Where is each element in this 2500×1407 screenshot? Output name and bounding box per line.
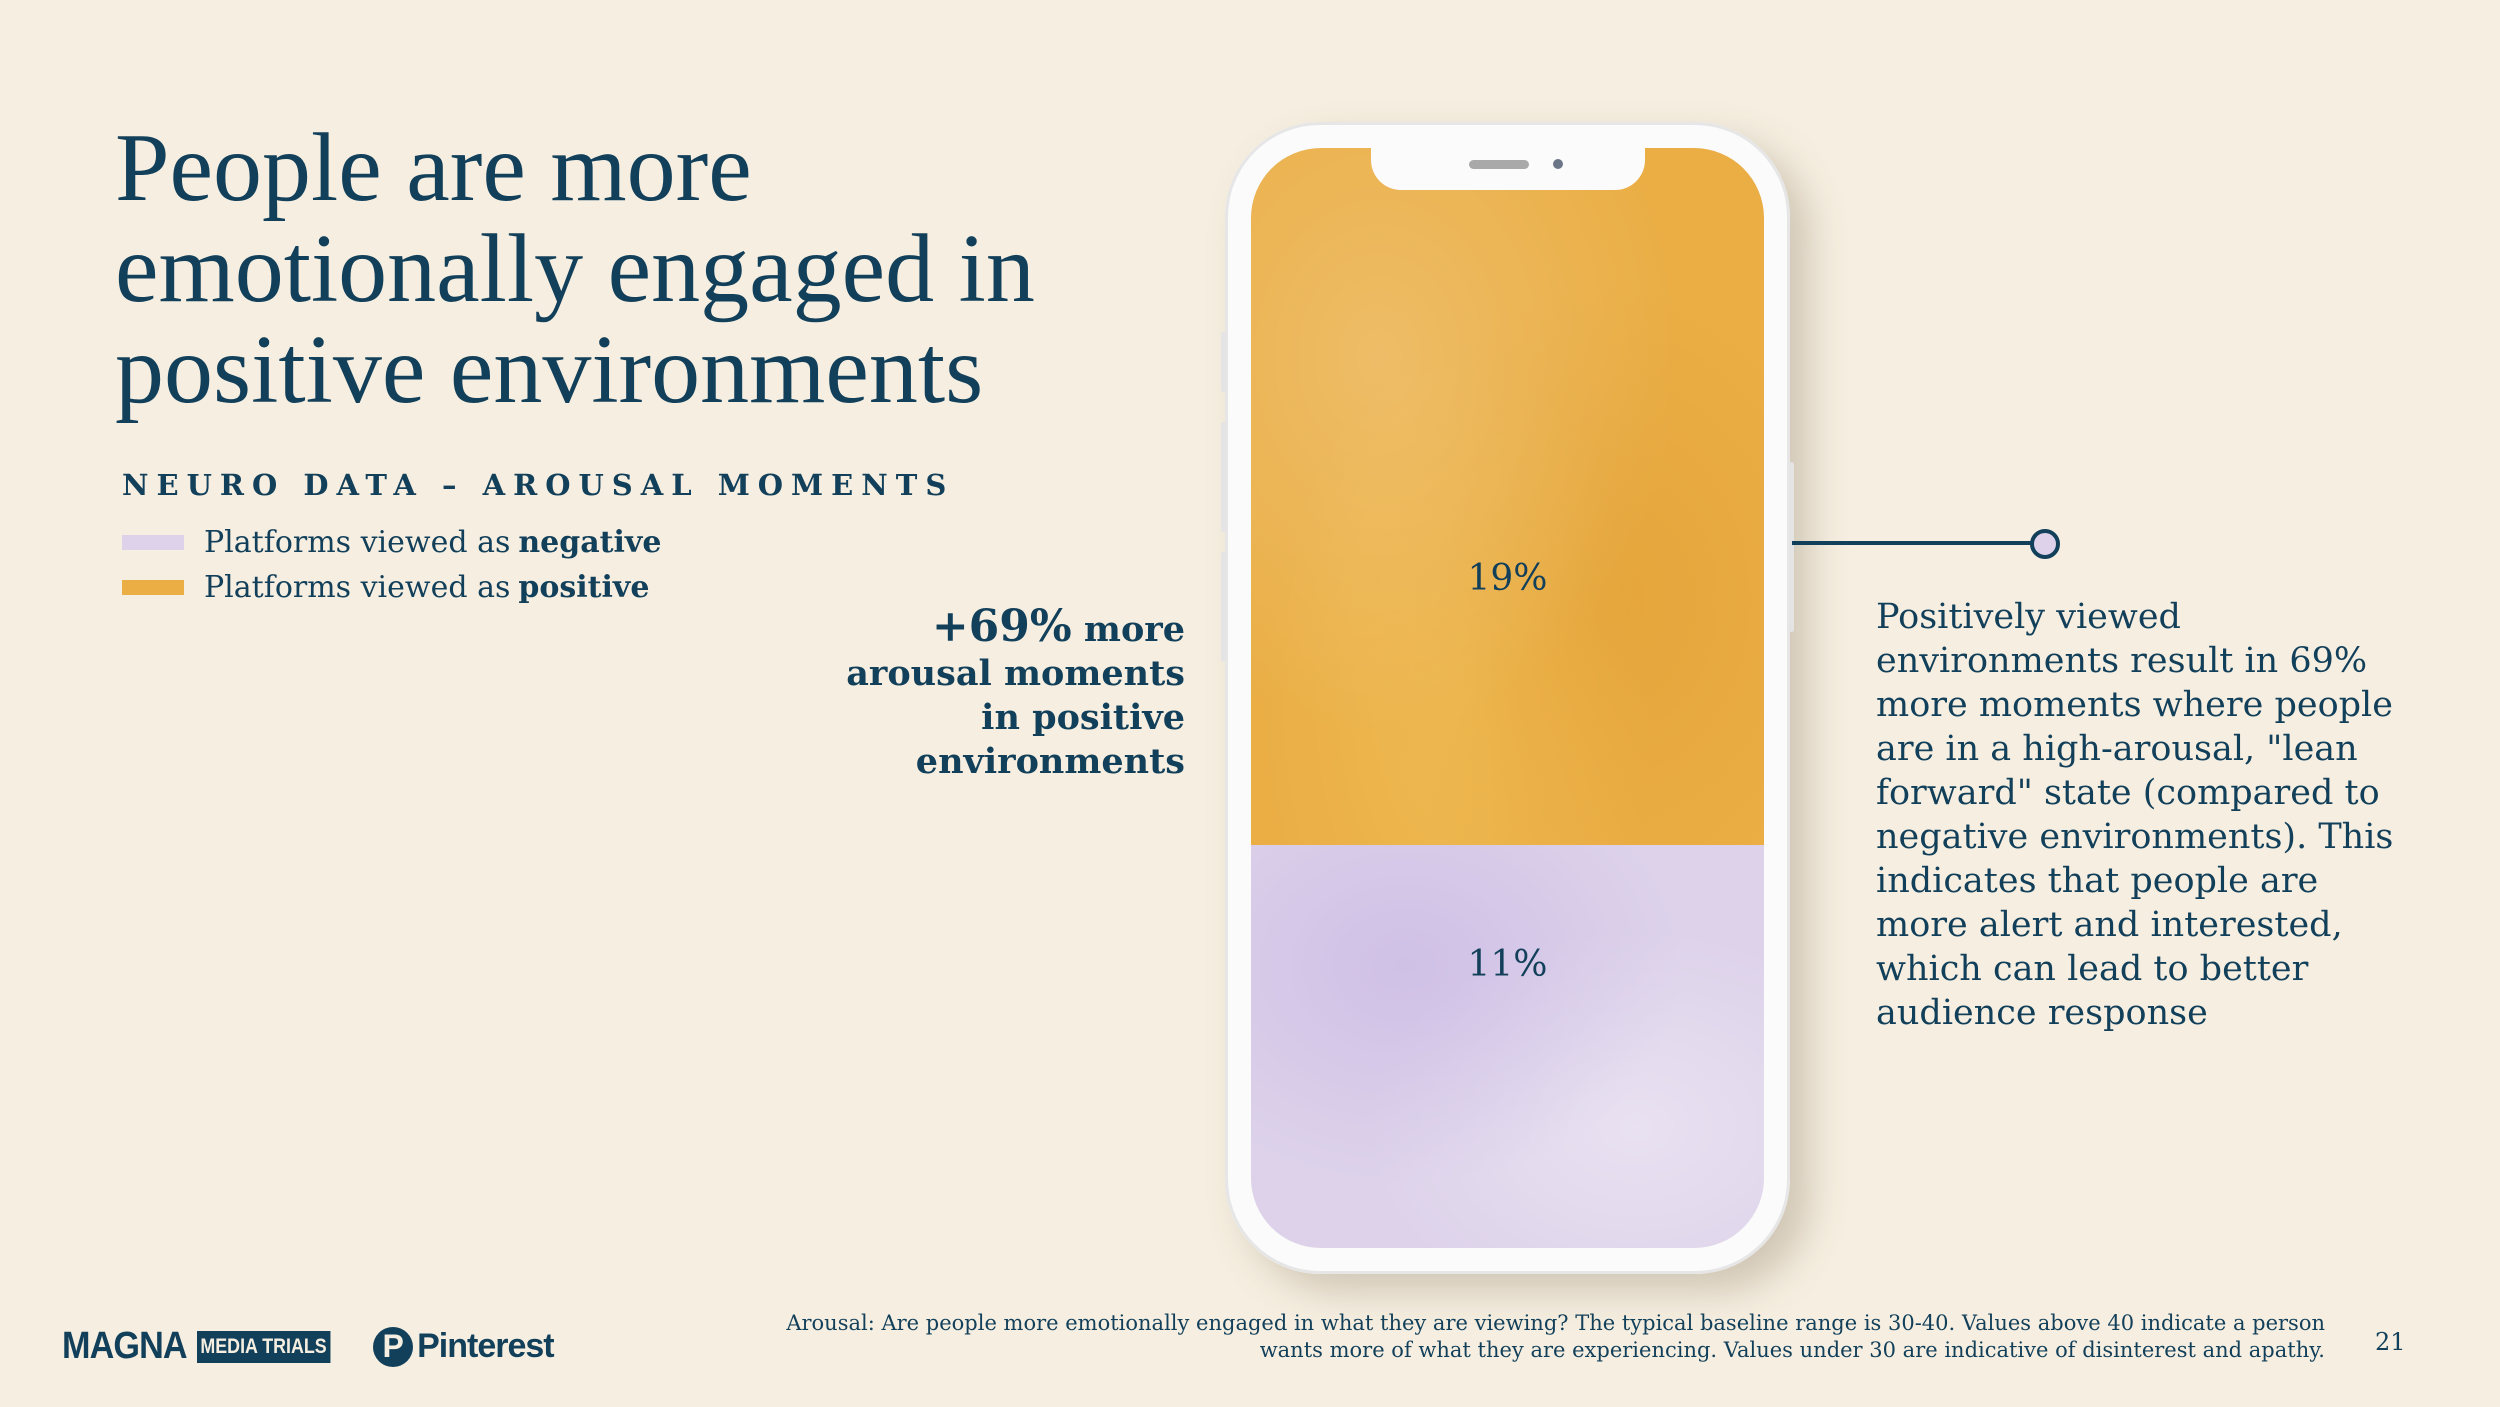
magna-logo: MAGNA [62, 1325, 188, 1367]
phone-chart-frame: 19% 11% [1221, 122, 1794, 1274]
callout-line-3: in positive [981, 697, 1185, 738]
increase-callout: +69% more arousal moments in positive en… [760, 605, 1185, 784]
chart-subtitle: NEURO DATA – AROUSAL MOMENTS [122, 468, 955, 502]
footer-logos: MAGNA MEDIA TRIALS P Pinterest [62, 1325, 555, 1368]
chart-plot-area: 19% 11% [1251, 148, 1764, 1248]
speaker-icon [1469, 160, 1529, 169]
legend-item-positive: Platforms viewed as positive [122, 565, 661, 610]
page-title: People are more emotionally engaged in p… [115, 114, 1035, 424]
callout-line-2: arousal moments [846, 653, 1185, 694]
callout-line-4: environments [915, 741, 1185, 782]
connector-dot-icon [2030, 529, 2060, 559]
data-label-positive: 19% [1467, 558, 1548, 600]
legend-item-negative: Platforms viewed as negative [122, 520, 661, 565]
legend-label-prefix: Platforms viewed as [204, 525, 511, 560]
phone-side-button [1789, 462, 1794, 632]
increase-value: +69% [931, 601, 1072, 652]
increase-word: more [1083, 609, 1185, 650]
phone-side-button [1221, 332, 1226, 392]
legend-label-bold: positive [518, 570, 650, 605]
footnote: Arousal: Are people more emotionally eng… [786, 1311, 2325, 1362]
pinterest-logo: Pinterest [417, 1327, 554, 1365]
page-number: 21 [2375, 1328, 2406, 1356]
legend-swatch-negative [122, 535, 184, 550]
connector-line [1792, 541, 2037, 545]
legend: Platforms viewed as negative Platforms v… [122, 520, 661, 610]
phone-notch [1371, 148, 1645, 190]
legend-swatch-positive [122, 580, 184, 595]
insight-text: Positively viewed environments result in… [1876, 597, 2394, 1033]
pinterest-icon: P [373, 1326, 414, 1367]
phone-side-button [1221, 422, 1226, 532]
legend-label-prefix: Platforms viewed as [204, 570, 511, 605]
legend-label-bold: negative [518, 525, 662, 560]
camera-icon [1553, 159, 1563, 169]
phone-side-button [1221, 552, 1226, 662]
bar-positive [1251, 148, 1764, 845]
media-trials-logo: MEDIA TRIALS [196, 1330, 330, 1363]
data-label-negative: 11% [1467, 943, 1548, 985]
bar-negative [1251, 845, 1764, 1248]
